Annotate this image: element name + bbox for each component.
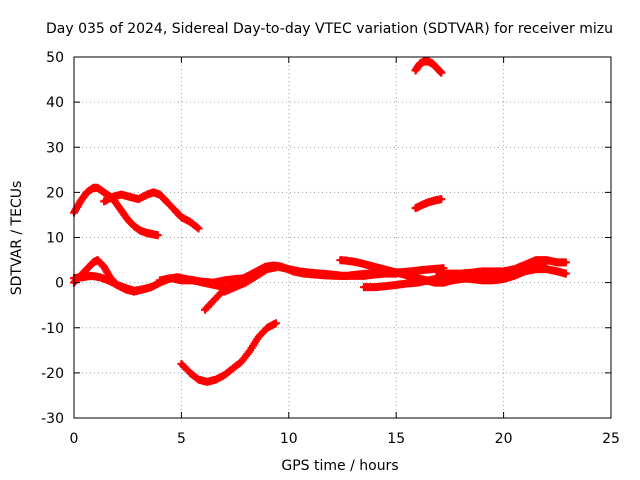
x-axis-label: GPS time / hours bbox=[281, 458, 398, 474]
x-tick-label: 15 bbox=[387, 431, 405, 447]
y-tick-label: 20 bbox=[46, 185, 64, 201]
y-tick-label: 30 bbox=[46, 140, 64, 156]
data-point-marker bbox=[437, 68, 446, 77]
data-point-marker bbox=[194, 224, 203, 233]
x-tick-label: 10 bbox=[280, 431, 298, 447]
y-tick-label: -30 bbox=[41, 411, 64, 427]
series-track-n bbox=[411, 57, 446, 77]
data-point-marker bbox=[437, 195, 446, 204]
data-points bbox=[70, 57, 570, 386]
x-tick-label: 5 bbox=[177, 431, 186, 447]
x-tick-label: 25 bbox=[602, 431, 620, 447]
data-point-marker bbox=[193, 223, 202, 232]
y-tick-label: 0 bbox=[55, 276, 64, 292]
x-tick-label: 20 bbox=[495, 431, 513, 447]
y-tick-label: 10 bbox=[46, 231, 64, 247]
series-track-b bbox=[100, 188, 203, 233]
y-tick-label: 50 bbox=[46, 50, 64, 66]
data-point-marker bbox=[271, 319, 280, 328]
series-track-l bbox=[439, 262, 551, 287]
series-track-j bbox=[359, 265, 570, 292]
data-point-marker bbox=[542, 264, 551, 273]
series-track-h bbox=[177, 319, 280, 386]
chart-title: Day 035 of 2024, Sidereal Day-to-day VTE… bbox=[46, 21, 613, 37]
x-tick-label: 0 bbox=[70, 431, 79, 447]
y-axis-label: SDTVAR / TECUs bbox=[9, 181, 25, 296]
tick-labels: 0 5 10 15 20 25 -30 -20 -10 0 10 20 30 40 50 bbox=[41, 50, 620, 447]
data-point-marker bbox=[153, 231, 162, 240]
series-track-a bbox=[70, 183, 162, 240]
grid-lines bbox=[74, 57, 611, 418]
series-track-g bbox=[220, 262, 401, 296]
axis-ticks bbox=[73, 56, 612, 419]
y-tick-label: -20 bbox=[41, 366, 64, 382]
series-track-e bbox=[155, 274, 250, 287]
y-tick-label: 40 bbox=[46, 95, 64, 111]
y-tick-label: -10 bbox=[41, 321, 64, 337]
data-point-marker bbox=[561, 269, 570, 278]
data-point-marker bbox=[561, 258, 570, 267]
series-track-m bbox=[411, 195, 446, 213]
